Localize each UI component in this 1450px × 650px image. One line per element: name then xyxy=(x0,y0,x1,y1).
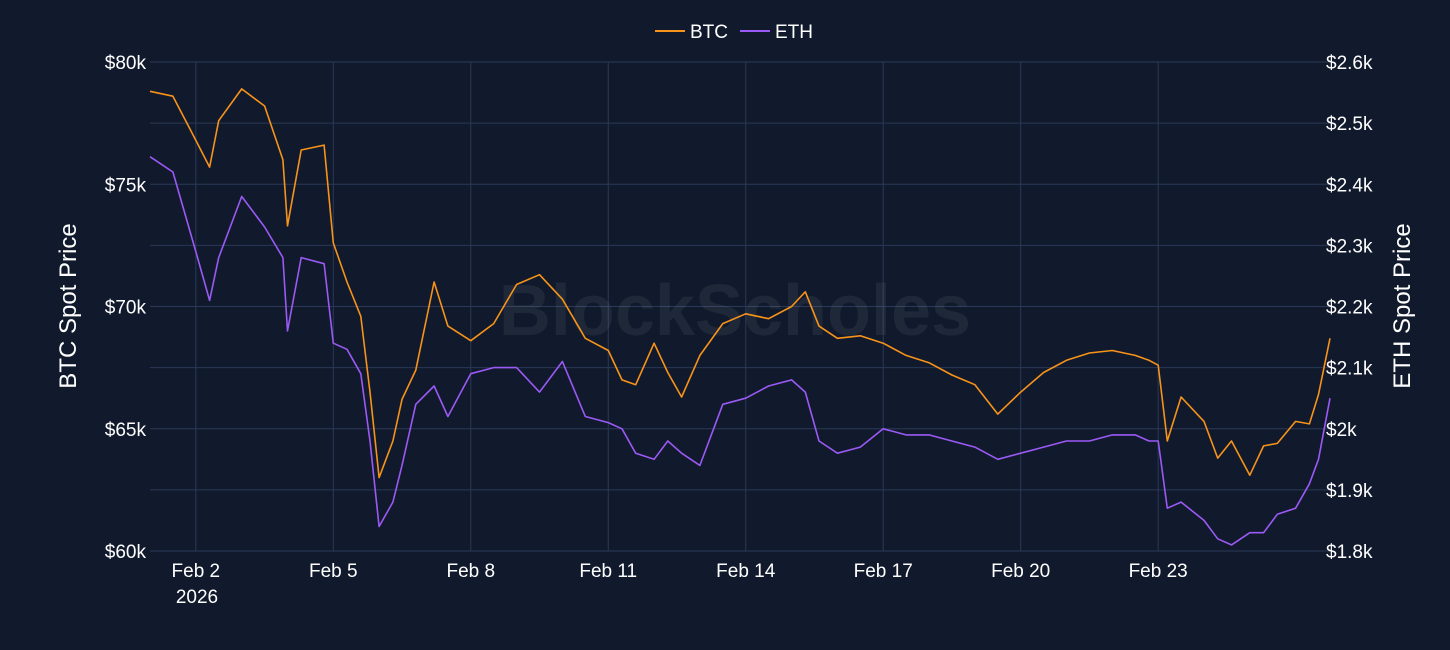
series-line-eth xyxy=(149,156,1331,546)
y-right-tick-label: $2.2k xyxy=(1326,298,1373,319)
x-tick-label: Feb 8 xyxy=(446,561,495,582)
y-right-tick-label: $2.6k xyxy=(1326,53,1373,74)
x-year-label: 2026 xyxy=(176,587,218,608)
y-right-tick-labels: $1.8k $1.9k $2k $2.1k $2.2k $2.3k $2.4k $2.5k $2… xyxy=(1326,53,1373,563)
x-tick-labels: Feb 2 Feb 5 Feb 8 Feb 11 Feb 14 Feb 17 Feb 20 F… xyxy=(172,561,1188,582)
legend[interactable]: BTC ETH xyxy=(655,22,813,43)
legend-label-eth: ETH xyxy=(775,22,813,43)
y-left-tick-label: $60k xyxy=(105,542,147,563)
grid-lines xyxy=(150,61,1330,552)
y-left-tick-label: $70k xyxy=(105,298,147,319)
y-right-tick-label: $2k xyxy=(1326,420,1357,441)
y-left-tick-label: $65k xyxy=(105,420,147,441)
x-tick-label: Feb 14 xyxy=(716,561,776,582)
series-layer xyxy=(149,88,1331,546)
x-tick-label: Feb 5 xyxy=(309,561,358,582)
y-left-tick-label: $75k xyxy=(105,175,147,196)
y-right-tick-label: $2.1k xyxy=(1326,359,1373,380)
x-tick-label: Feb 17 xyxy=(854,561,913,582)
y-right-tick-label: $1.8k xyxy=(1326,542,1373,563)
y-right-tick-label: $1.9k xyxy=(1326,481,1373,502)
legend-item-btc[interactable]: BTC xyxy=(655,22,728,43)
y-right-tick-label: $2.5k xyxy=(1326,114,1373,135)
watermark: BlockScholes xyxy=(499,271,971,351)
y-right-axis-title: ETH Spot Price xyxy=(1389,223,1416,388)
legend-item-eth[interactable]: ETH xyxy=(740,22,813,43)
x-tick-label: Feb 20 xyxy=(991,561,1050,582)
y-left-axis-title: BTC Spot Price xyxy=(55,223,82,388)
legend-label-btc: BTC xyxy=(690,22,728,43)
y-right-tick-label: $2.3k xyxy=(1326,236,1373,257)
x-tick-label: Feb 2 xyxy=(172,561,221,582)
y-right-tick-label: $2.4k xyxy=(1326,175,1373,196)
x-tick-label: Feb 11 xyxy=(579,561,637,582)
series-line-btc xyxy=(149,88,1331,479)
y-left-tick-label: $80k xyxy=(105,53,147,74)
y-left-tick-labels: $60k $65k $70k $75k $80k xyxy=(105,53,147,563)
x-tick-label: Feb 23 xyxy=(1129,561,1188,582)
